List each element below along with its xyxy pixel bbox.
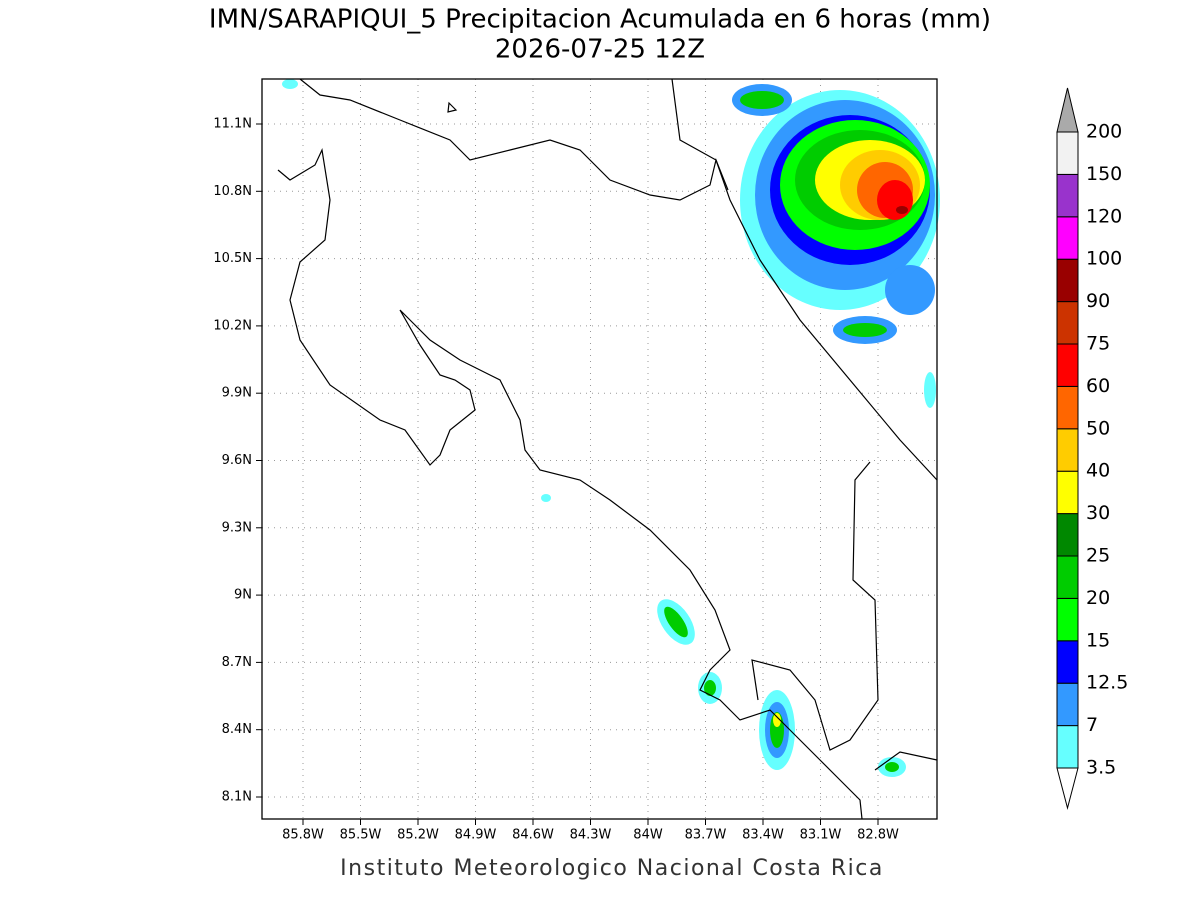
y-tick-label: 10.5N bbox=[213, 251, 252, 266]
y-tick-label: 8.7N bbox=[222, 655, 252, 670]
colorbar-label: 200 bbox=[1086, 121, 1122, 143]
x-tick-label: 84.6W bbox=[512, 828, 554, 843]
colorbar-box bbox=[1056, 513, 1079, 557]
colorbar-label: 50 bbox=[1086, 417, 1110, 439]
y-tick-label: 9.3N bbox=[222, 520, 252, 535]
x-tick-label: 84W bbox=[633, 828, 663, 843]
colorbar-box bbox=[1056, 640, 1079, 684]
colorbar-box bbox=[1056, 216, 1079, 260]
colorbar-box bbox=[1056, 131, 1079, 175]
colorbar-label: 40 bbox=[1086, 460, 1110, 482]
x-tick-label: 85.2W bbox=[397, 828, 439, 843]
y-tick-label: 9.9N bbox=[222, 386, 252, 401]
colorbar-box bbox=[1056, 428, 1079, 472]
y-tick-label: 10.8N bbox=[213, 184, 252, 199]
colorbar-label: 30 bbox=[1086, 502, 1110, 524]
y-tick-label: 10.2N bbox=[213, 318, 252, 333]
colorbar-box bbox=[1056, 385, 1079, 430]
grid bbox=[256, 79, 937, 825]
colorbar-box bbox=[1056, 597, 1079, 642]
x-tick-label: 84.3W bbox=[570, 828, 612, 843]
colorbar-label: 7 bbox=[1086, 714, 1098, 736]
colorbar: 3.5 7 12.5 15 20 25 30 40 50 60 75 90 100 120 150 200 bbox=[1056, 87, 1128, 810]
colorbar-label: 100 bbox=[1086, 248, 1122, 270]
colorbar-box bbox=[1056, 258, 1079, 303]
colorbar-box bbox=[1056, 301, 1079, 345]
y-tick-label: 9.6N bbox=[222, 453, 252, 468]
subtitle: 2026-07-25 12Z bbox=[495, 35, 705, 65]
x-tick-label: 83.7W bbox=[685, 828, 727, 843]
colorbar-box bbox=[1056, 343, 1079, 387]
colorbar-label: 150 bbox=[1086, 163, 1122, 185]
colorbar-label: 15 bbox=[1086, 629, 1110, 651]
y-tick-label: 8.1N bbox=[222, 789, 252, 804]
colorbar-box bbox=[1056, 173, 1079, 218]
x-tick-label: 83.1W bbox=[800, 828, 842, 843]
colorbar-over bbox=[1056, 87, 1079, 133]
coastline bbox=[277, 78, 938, 820]
x-tick-label: 82.8W bbox=[857, 828, 899, 843]
footer: Instituto Meteorologico Nacional Costa R… bbox=[340, 856, 884, 881]
colorbar-label: 3.5 bbox=[1086, 757, 1116, 779]
colorbar-label: 20 bbox=[1086, 587, 1110, 609]
colorbar-label: 12.5 bbox=[1086, 672, 1128, 694]
x-tick-label: 85.8W bbox=[282, 828, 324, 843]
x-tick-label: 85.5W bbox=[340, 828, 382, 843]
map-frame bbox=[261, 78, 938, 820]
y-tick-label: 9N bbox=[234, 588, 252, 603]
colorbar-label: 25 bbox=[1086, 545, 1110, 567]
colorbar-label: 75 bbox=[1086, 333, 1110, 355]
colorbar-label: 120 bbox=[1086, 205, 1122, 227]
title: IMN/SARAPIQUI_5 Precipitacion Acumulada … bbox=[209, 5, 991, 35]
colorbar-label: 60 bbox=[1086, 375, 1110, 397]
colorbar-box bbox=[1056, 725, 1079, 769]
y-tick-label: 11.1N bbox=[213, 117, 252, 132]
x-tick-label: 84.9W bbox=[455, 828, 497, 843]
colorbar-box bbox=[1056, 470, 1079, 515]
colorbar-label: 90 bbox=[1086, 290, 1110, 312]
x-tick-label: 83.4W bbox=[742, 828, 784, 843]
colorbar-box bbox=[1056, 682, 1079, 727]
colorbar-box bbox=[1056, 555, 1079, 599]
precipitation bbox=[282, 79, 940, 777]
y-tick-label: 8.4N bbox=[222, 722, 252, 737]
colorbar-under bbox=[1056, 767, 1079, 810]
